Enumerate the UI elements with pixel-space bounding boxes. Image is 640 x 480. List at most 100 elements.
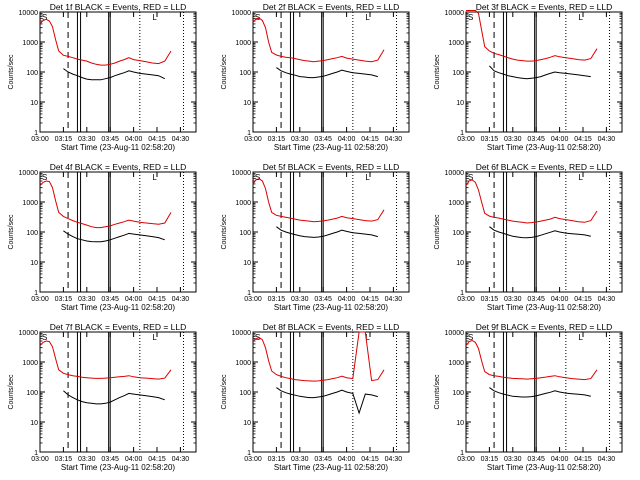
x-tick-label: 04:00	[551, 456, 569, 463]
x-tick-label: 03:30	[291, 456, 309, 463]
plot-frame	[39, 11, 197, 133]
corner-label-left: S	[42, 173, 47, 182]
x-tick-label: 04:00	[338, 456, 356, 463]
x-tick-label: 04:15	[574, 136, 592, 143]
x-tick-label: 04:30	[172, 296, 190, 303]
chart-title: Det 6f BLACK = Events, RED = LLD	[476, 162, 613, 172]
x-tick-label: 03:45	[101, 456, 119, 463]
corner-label-left: S	[255, 173, 260, 182]
y-tick-label: 10	[456, 260, 464, 267]
x-tick-label: 04:00	[551, 136, 569, 143]
x-tick-label: 03:15	[268, 456, 286, 463]
corner-label-left: S	[42, 13, 47, 22]
y-tick-label: 10	[456, 420, 464, 427]
lld-series-line	[465, 339, 598, 381]
y-axis-label: Counts/sec	[8, 54, 15, 90]
plot-frame	[465, 331, 623, 453]
events-series-line	[63, 68, 166, 81]
chart-title: Det 9f BLACK = Events, RED = LLD	[476, 322, 613, 332]
y-axis-label: Counts/sec	[221, 374, 228, 410]
corner-label-right: L	[152, 333, 157, 342]
x-tick-label: 03:30	[504, 136, 522, 143]
corner-label-right: L	[152, 173, 157, 182]
y-tick-label: 10	[243, 100, 251, 107]
y-tick-label: 10000	[445, 10, 465, 17]
x-axis-label: Start Time (23-Aug-11 02:58:20)	[274, 463, 388, 472]
y-axis-label: Counts/sec	[221, 214, 228, 250]
y-tick-label: 1000	[448, 360, 464, 367]
x-tick-label: 03:00	[244, 136, 262, 143]
y-tick-label: 10000	[232, 170, 252, 177]
x-tick-label: 03:00	[457, 296, 475, 303]
x-tick-label: 03:45	[527, 456, 545, 463]
y-tick-label: 1000	[235, 40, 251, 47]
x-tick-label: 04:30	[598, 136, 616, 143]
y-tick-label: 100	[452, 70, 464, 77]
y-tick-label: 10	[456, 100, 464, 107]
plot-frame	[39, 171, 197, 293]
x-tick-label: 04:15	[361, 456, 379, 463]
plot-frame	[252, 331, 410, 453]
x-tick-label: 03:00	[31, 456, 49, 463]
x-tick-label: 04:15	[361, 296, 379, 303]
y-axis-label: Counts/sec	[8, 214, 15, 250]
y-tick-label: 10000	[445, 170, 465, 177]
corner-label-left: S	[468, 333, 473, 342]
chart-title: Det 8f BLACK = Events, RED = LLD	[263, 322, 400, 332]
events-series-line	[276, 387, 378, 415]
x-tick-label: 04:00	[125, 296, 143, 303]
lld-series-line	[252, 331, 385, 382]
lld-series-line	[466, 10, 598, 62]
x-tick-label: 03:15	[481, 296, 499, 303]
x-tick-label: 03:15	[268, 136, 286, 143]
y-tick-label: 1	[34, 290, 38, 297]
corner-label-right: L	[365, 173, 370, 182]
y-tick-label: 1000	[448, 40, 464, 47]
x-tick-label: 03:15	[268, 296, 286, 303]
corner-label-left: S	[468, 173, 473, 182]
chart-title: Det 1f BLACK = Events, RED = LLD	[50, 2, 187, 12]
x-tick-label: 03:15	[481, 136, 499, 143]
corner-label-right: L	[578, 333, 583, 342]
x-tick-label: 03:30	[291, 296, 309, 303]
x-axis-label: Start Time (23-Aug-11 02:58:20)	[61, 303, 175, 312]
x-tick-label: 04:00	[551, 296, 569, 303]
x-tick-label: 04:15	[148, 456, 166, 463]
y-tick-label: 1	[34, 130, 38, 137]
y-tick-label: 1000	[22, 40, 38, 47]
x-tick-label: 03:00	[31, 136, 49, 143]
x-axis-label: Start Time (23-Aug-11 02:58:20)	[487, 463, 601, 472]
corner-label-right: L	[152, 13, 157, 22]
y-tick-label: 10	[243, 420, 251, 427]
events-series-line	[63, 230, 165, 243]
x-axis-label: Start Time (23-Aug-11 02:58:20)	[61, 463, 175, 472]
plot-frame	[252, 11, 410, 133]
x-tick-label: 04:15	[574, 296, 592, 303]
x-axis-label: Start Time (23-Aug-11 02:58:20)	[61, 143, 175, 152]
chart-title: Det 4f BLACK = Events, RED = LLD	[50, 162, 187, 172]
lld-series-line	[39, 18, 172, 66]
x-tick-label: 03:00	[457, 456, 475, 463]
y-tick-label: 1	[460, 290, 464, 297]
y-axis-label: Counts/sec	[434, 214, 441, 250]
y-tick-label: 10000	[232, 330, 252, 337]
events-series-line	[489, 65, 591, 80]
lld-series-line	[252, 17, 385, 63]
x-tick-label: 03:00	[244, 456, 262, 463]
y-tick-label: 100	[239, 230, 251, 237]
x-tick-label: 04:30	[598, 296, 616, 303]
y-tick-label: 100	[26, 390, 38, 397]
y-axis-label: Counts/sec	[434, 374, 441, 410]
x-tick-label: 04:15	[148, 136, 166, 143]
x-tick-label: 04:15	[574, 456, 592, 463]
x-tick-label: 03:30	[504, 456, 522, 463]
x-tick-label: 04:00	[338, 136, 356, 143]
y-axis-label: Counts/sec	[221, 54, 228, 90]
x-tick-label: 04:30	[385, 296, 403, 303]
corner-label-left: S	[255, 333, 260, 342]
x-tick-label: 03:30	[78, 136, 96, 143]
